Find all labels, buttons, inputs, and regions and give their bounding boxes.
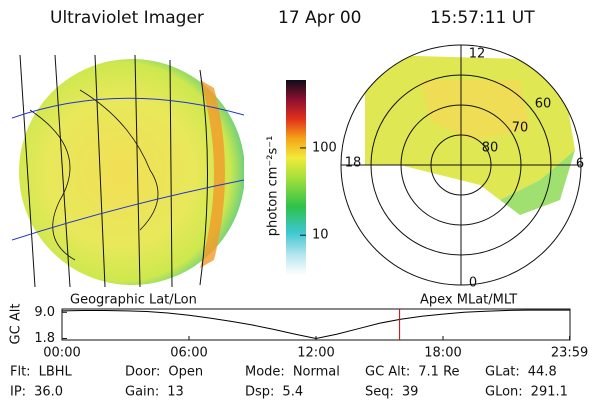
mlt-label: 12 — [469, 47, 486, 62]
status-label: Flt: — [10, 365, 31, 380]
mlt-label: 6 — [576, 157, 584, 172]
header: Ultraviolet Imager 17 Apr 00 15:57:11 UT — [50, 8, 535, 28]
globe-image — [12, 55, 244, 287]
polar-image — [365, 55, 575, 215]
time: 15:57:11 UT — [430, 8, 535, 28]
status-value: 291.1 — [531, 385, 568, 400]
lat-label: 70 — [512, 121, 529, 136]
mlt-label: 18 — [345, 156, 362, 171]
status-value: Normal — [293, 365, 340, 380]
x-tick-label: 00:00 — [43, 346, 80, 361]
status-label: GC Alt: — [365, 365, 410, 380]
colorbar-tick-label: 100 — [312, 140, 337, 155]
status-label: IP: — [10, 385, 26, 400]
globe-caption: Geographic Lat/Lon — [70, 293, 197, 308]
polar-labels: 12 6 0 18 60 70 80 — [345, 47, 584, 291]
status-label: Dsp: — [245, 385, 274, 400]
lat-label: 60 — [535, 97, 552, 112]
status-value: 5.4 — [282, 385, 303, 400]
status-value: 44.8 — [528, 365, 557, 380]
colorbar-label: photon cm⁻²s⁻¹ — [266, 136, 281, 237]
x-tick-label: 23:59 — [551, 346, 588, 361]
status-label: GLat: — [485, 365, 520, 380]
y-axis-label: GC Alt — [9, 304, 24, 345]
x-tick-label: 12:00 — [297, 346, 334, 361]
status-label: Seq: — [365, 385, 394, 400]
x-tick-label: 06:00 — [170, 346, 207, 361]
lat-label: 80 — [482, 141, 499, 156]
status-label: Mode: — [245, 365, 285, 380]
status-label: GLon: — [485, 385, 523, 400]
polar-caption: Apex MLat/MLT — [420, 293, 517, 308]
altitude-line — [61, 309, 570, 340]
status-value: 13 — [167, 385, 184, 400]
title: Ultraviolet Imager — [50, 8, 204, 28]
polar-grid — [340, 44, 582, 286]
mlt-label: 0 — [469, 276, 477, 291]
status-value: 36.0 — [34, 385, 63, 400]
status-label: Gain: — [125, 385, 159, 400]
colorbar — [286, 80, 306, 275]
date: 17 Apr 00 — [278, 8, 361, 28]
plot-frame — [61, 308, 571, 341]
status-value: Open — [168, 365, 203, 380]
colorbar-tick-label: 10 — [312, 228, 329, 243]
y-tick-label: 1.8 — [34, 331, 55, 346]
x-tick-label: 18:00 — [424, 346, 461, 361]
status-value: 7.1 Re — [418, 365, 459, 380]
status-label: Door: — [125, 365, 160, 380]
status-value: 39 — [402, 385, 419, 400]
y-tick-label: 9.0 — [34, 305, 55, 320]
status-value: LBHL — [39, 365, 73, 380]
